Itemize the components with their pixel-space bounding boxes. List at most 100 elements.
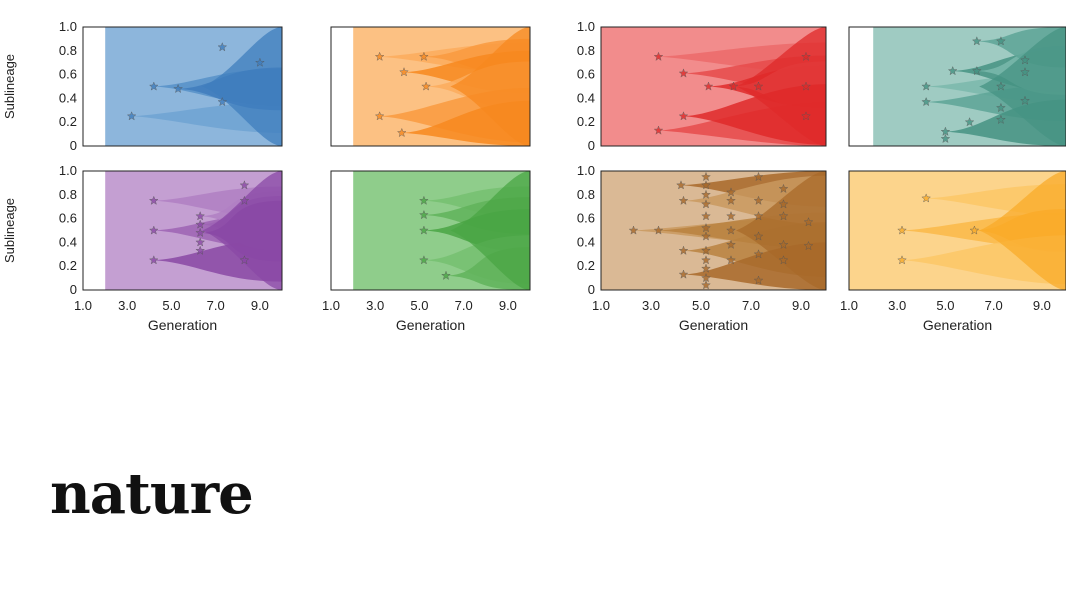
founder-star — [801, 111, 811, 121]
figure-panels: 0 0.2 0.4 0.6 0.8 1.0 Sublineage 0 0.2 0.4 0.6 0.8 1… — [2, 19, 1066, 333]
x-tick-label: 1.0 — [74, 298, 92, 313]
y-tick-label: 0.8 — [577, 43, 595, 58]
dominant-lineage — [736, 171, 826, 290]
founder-star — [653, 225, 664, 235]
founder-star — [703, 81, 714, 91]
founder-star — [701, 245, 711, 255]
x-tick-label: 9.0 — [1033, 298, 1051, 313]
y-tick-label: 0.6 — [59, 211, 77, 226]
founder-star — [995, 36, 1006, 46]
founder-star — [676, 180, 686, 190]
founder-star — [254, 57, 265, 67]
founder-star — [374, 111, 385, 121]
y-tick-label: 0.8 — [59, 187, 77, 202]
x-tick-label: 7.0 — [742, 298, 760, 313]
panel-frame — [82, 170, 283, 291]
founder-star — [921, 193, 932, 203]
founder-star — [897, 255, 907, 265]
pre-start-region — [83, 171, 106, 290]
founder-star — [701, 180, 711, 190]
panel-frame — [600, 26, 827, 147]
x-tick-label: 5.0 — [410, 298, 428, 313]
dominant-lineage — [979, 27, 1066, 146]
founder-star — [803, 240, 814, 251]
founder-star — [418, 225, 429, 235]
panel-brown: 0 0.2 0.4 0.6 0.8 1.0 1.0 3.0 5.0 7.0 9.0 Generatio… — [577, 163, 827, 333]
x-tick-label: 5.0 — [692, 298, 710, 313]
founder-star — [701, 210, 711, 221]
x-tick-label: 3.0 — [888, 298, 906, 313]
panel-orange — [330, 26, 531, 147]
y-tick-label: 1.0 — [577, 163, 595, 178]
x-tick-label: 7.0 — [207, 298, 225, 313]
founder-star — [778, 199, 789, 209]
panel-frame — [330, 170, 531, 291]
founder-star — [418, 195, 429, 205]
panel-frame — [330, 26, 531, 147]
y-tick-label: 1.0 — [59, 163, 77, 178]
x-tick-label: 7.0 — [455, 298, 473, 313]
nature-logo: nature — [50, 461, 254, 527]
founder-star — [726, 255, 736, 265]
founder-star — [195, 219, 206, 229]
founder-star — [921, 81, 932, 91]
x-tick-label: 1.0 — [840, 298, 858, 313]
founder-star — [678, 269, 689, 279]
founder-star — [964, 117, 975, 127]
founder-star — [418, 51, 429, 61]
founder-star — [897, 225, 907, 235]
founder-star — [940, 133, 951, 144]
dominant-lineage — [979, 171, 1066, 290]
founder-star — [374, 51, 385, 61]
founder-star — [726, 239, 736, 249]
founder-star — [628, 225, 639, 235]
y-tick-label: 0.2 — [59, 114, 77, 129]
x-tick-label: 1.0 — [322, 298, 340, 313]
founder-star — [726, 187, 736, 197]
panel-frame — [848, 26, 1066, 147]
founder-star — [399, 66, 409, 77]
founder-star — [753, 81, 764, 91]
founder-star — [726, 195, 736, 205]
x-axis-label: Generation — [396, 317, 465, 333]
x-axis-label: Generation — [679, 317, 748, 333]
founder-star — [701, 222, 711, 233]
y-tick-label: 0.8 — [577, 187, 595, 202]
founder-star — [1020, 66, 1030, 77]
founder-star — [971, 65, 982, 76]
x-tick-label: 3.0 — [642, 298, 660, 313]
founder-star — [1020, 95, 1030, 105]
founder-star — [995, 102, 1006, 113]
pre-start-region — [849, 27, 874, 146]
y-tick-label: 0 — [70, 282, 77, 297]
x-tick-label: 9.0 — [499, 298, 517, 313]
founder-star — [441, 270, 451, 280]
founder-star — [195, 227, 206, 238]
y-tick-label: 0.6 — [577, 67, 595, 82]
y-tick-label: 0.4 — [577, 234, 595, 249]
founder-star — [217, 41, 228, 52]
founder-star — [195, 245, 206, 255]
dominant-lineage — [202, 27, 282, 146]
panel-red: 0 0.2 0.4 0.6 0.8 1.0 — [577, 19, 827, 153]
founder-star — [778, 210, 789, 221]
founder-star — [803, 216, 814, 227]
x-tick-label: 5.0 — [162, 298, 180, 313]
y-tick-label: 0 — [588, 282, 595, 297]
founder-star — [678, 245, 689, 255]
founder-star — [778, 255, 789, 265]
y-tick-label: 0.2 — [59, 258, 77, 273]
founder-star — [701, 279, 711, 290]
founder-star — [701, 171, 711, 182]
y-axis-label: Sublineage — [2, 198, 17, 263]
founder-star — [995, 114, 1006, 125]
panel-yellow: 1.0 3.0 5.0 7.0 9.0 Generation — [840, 170, 1066, 333]
panel-frame — [848, 170, 1066, 291]
y-tick-label: 0.2 — [577, 258, 595, 273]
founder-star — [921, 96, 932, 107]
founder-star — [418, 255, 429, 265]
pre-start-region — [331, 171, 354, 290]
founder-star — [173, 83, 184, 94]
founder-star — [971, 36, 982, 46]
founder-star — [653, 51, 664, 61]
